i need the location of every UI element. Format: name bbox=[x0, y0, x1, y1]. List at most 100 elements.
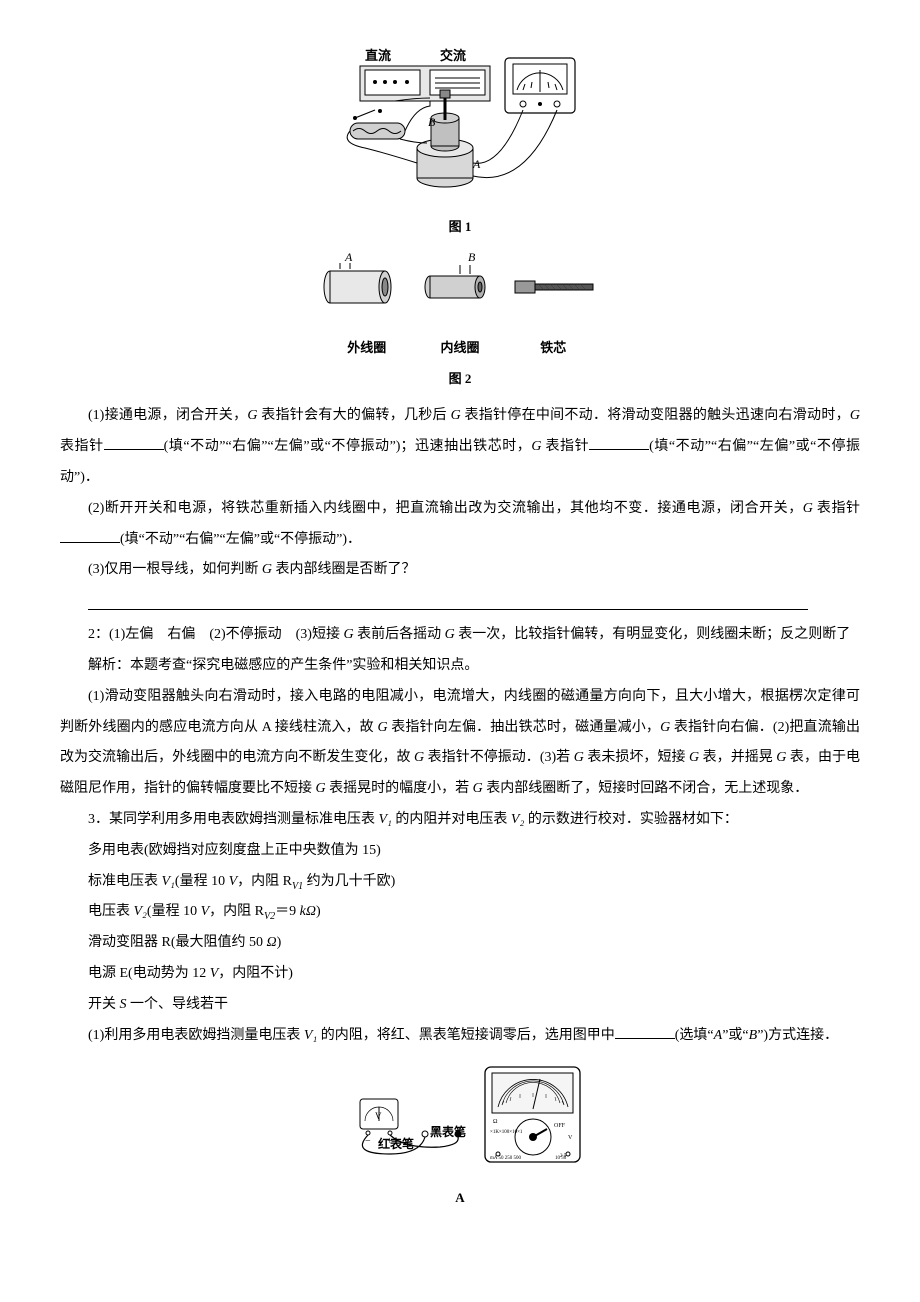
V-2: V bbox=[201, 904, 210, 919]
blank-2 bbox=[589, 436, 649, 450]
s1b: 的内阻，将红、黑表笔短接调零后，选用图甲中 bbox=[317, 1028, 615, 1043]
g1: G bbox=[247, 408, 257, 423]
g13: G bbox=[689, 750, 699, 765]
g7: G bbox=[343, 627, 353, 642]
figure-3: V − + bbox=[60, 1059, 860, 1212]
v1-2: V₁ bbox=[162, 874, 175, 889]
svg-text:B: B bbox=[468, 250, 476, 264]
q1-t1: (1)接通电源，闭合开关， bbox=[88, 408, 247, 423]
q3f-ib: 的内阻并对电压表 bbox=[392, 812, 511, 827]
fig2-label-outer: 外线圈 bbox=[322, 334, 412, 363]
g14: G bbox=[776, 750, 786, 765]
v1-3: V₁ bbox=[304, 1028, 317, 1043]
fig3-black: 黑表笔 bbox=[430, 1119, 466, 1145]
svg-text:V: V bbox=[568, 1135, 573, 1141]
fig1-label-ac: 交流 bbox=[440, 42, 466, 71]
figure-1: 直流 交流 bbox=[60, 48, 860, 241]
fig2-label-core: 铁芯 bbox=[508, 334, 598, 363]
ans2-b: 表前后各摇动 bbox=[354, 627, 445, 642]
g2: G bbox=[451, 408, 461, 423]
q3full-item2: 标准电压表 V₁(量程 10 V，内阻 RV1 约为几十千欧) bbox=[60, 867, 860, 898]
ex-1f: 表，并摇晃 bbox=[699, 750, 776, 765]
i2d: 约为几十千欧) bbox=[303, 874, 395, 889]
figure-2: A B 外线圈 内线圈 铁芯 图 2 bbox=[60, 249, 860, 393]
g16: G bbox=[473, 781, 483, 796]
s1e: ”)方式连接． bbox=[757, 1028, 838, 1043]
fig2-caption: 图 2 bbox=[60, 365, 860, 394]
ans2-para: 2：(1)左偏 右偏 (2)不停振动 (3)短接 G 表前后各摇动 G 表一次，… bbox=[60, 620, 860, 651]
q3full-item1: 多用电表(欧姆挡对应刻度盘上正中央数值为 15) bbox=[60, 836, 860, 867]
svg-text:OFF: OFF bbox=[554, 1123, 566, 1129]
svg-text:V: V bbox=[375, 1111, 382, 1121]
g3: G bbox=[850, 408, 860, 423]
blank-3 bbox=[60, 529, 120, 543]
fig3-svg: V − + bbox=[330, 1059, 590, 1169]
q3-t2: 表内部线圈是否断了？ bbox=[272, 562, 416, 577]
i2b: (量程 10 bbox=[175, 874, 229, 889]
v2-2: V₂ bbox=[134, 904, 147, 919]
blank-long bbox=[88, 596, 808, 610]
ex-1d: 表指针不停振动．(3)若 bbox=[424, 750, 574, 765]
svg-text:mA 50 250 500: mA 50 250 500 bbox=[490, 1156, 521, 1161]
q3full-item4: 滑动变阻器 R(最大阻值约 50 Ω) bbox=[60, 928, 860, 959]
blank-1 bbox=[104, 436, 164, 450]
q1-t3: 表指针停在中间不动．将滑动变阻器的触头迅速向右滑动时， bbox=[461, 408, 850, 423]
s1c: (选填“ bbox=[675, 1028, 714, 1043]
i5b: ，内阻不计) bbox=[218, 966, 293, 981]
q3full-item5: 电源 E(电动势为 12 V，内阻不计) bbox=[60, 959, 860, 990]
q3full-intro: 3．某同学利用多用电表欧姆挡测量标准电压表 V₁ 的内阻并对电压表 V₂ 的示数… bbox=[60, 805, 860, 836]
blank-4 bbox=[615, 1025, 675, 1039]
q3-t1: (3)仅用一根导线，如何判断 bbox=[88, 562, 262, 577]
v2-1: V₂ bbox=[511, 812, 524, 827]
fig1-caption: 图 1 bbox=[60, 213, 860, 242]
ans2-c: 表一次，比较指针偏转，有明显变化，则线圈未断；反之则断了 bbox=[455, 627, 851, 642]
q2-t2: 表指针 bbox=[813, 501, 860, 516]
i3e: ) bbox=[316, 904, 321, 919]
svg-text:10 50: 10 50 bbox=[555, 1156, 567, 1161]
i2c: ，内阻 R bbox=[237, 874, 292, 889]
ex-1e: 表未损坏，短接 bbox=[584, 750, 689, 765]
svg-text:B: B bbox=[428, 115, 436, 129]
g10: G bbox=[660, 720, 670, 735]
i3d: ＝9 bbox=[275, 904, 300, 919]
fig3-label-a: A bbox=[60, 1184, 860, 1213]
q1-t2: 表指针会有大的偏转，几秒后 bbox=[257, 408, 450, 423]
g15: G bbox=[316, 781, 326, 796]
rv2: V2 bbox=[264, 911, 275, 922]
svg-text:Ω: Ω bbox=[493, 1119, 498, 1125]
kohm-1: kΩ bbox=[300, 904, 316, 919]
s1d: ”或“ bbox=[722, 1028, 748, 1043]
q3full-sub1: (1)利用多用电表欧姆挡测量电压表 V₁ 的内阻，将红、黑表笔短接调零后，选用图… bbox=[60, 1021, 860, 1052]
q1-t5: (填“不动”“右偏”“左偏”或“不停振动”)；迅速抽出铁芯时， bbox=[164, 439, 532, 454]
explain-head: 解析：本题考查“探究电磁感应的产生条件”实验和相关知识点。 bbox=[60, 651, 860, 682]
fig3-red: 红表笔 bbox=[378, 1131, 414, 1157]
q3full-item3: 电压表 V₂(量程 10 V，内阻 RV2＝9 kΩ) bbox=[60, 897, 860, 928]
i5a: 电源 E(电动势为 12 bbox=[88, 966, 210, 981]
g9: G bbox=[377, 720, 387, 735]
q2-para: (2)断开开关和电源，将铁芯重新插入内线圈中，把直流输出改为交流输出，其他均不变… bbox=[60, 494, 860, 556]
A-1: A bbox=[714, 1028, 723, 1043]
B-1: B bbox=[749, 1028, 758, 1043]
i6b: 一个、导线若干 bbox=[127, 997, 229, 1012]
i3a: 电压表 bbox=[88, 904, 134, 919]
fig2-svg: A B bbox=[310, 249, 610, 319]
ohm-1: Ω bbox=[267, 935, 277, 950]
q3f-ic: 的示数进行校对．实验器材如下： bbox=[524, 812, 738, 827]
s1a: (1)利用多用电表欧姆挡测量电压表 bbox=[88, 1028, 304, 1043]
rv1: V1 bbox=[292, 880, 303, 891]
q3full-item6: 开关 S 一个、导线若干 bbox=[60, 990, 860, 1021]
g12: G bbox=[574, 750, 584, 765]
q2-t1: (2)断开开关和电源，将铁芯重新插入内线圈中，把直流输出改为交流输出，其他均不变… bbox=[88, 501, 803, 516]
g6: G bbox=[262, 562, 272, 577]
g4: G bbox=[531, 439, 541, 454]
q1-para: (1)接通电源，闭合开关，G 表指针会有大的偏转，几秒后 G 表指针停在中间不动… bbox=[60, 401, 860, 493]
q1-t6: 表指针 bbox=[541, 439, 589, 454]
fig2-label-inner: 内线圈 bbox=[415, 334, 505, 363]
g11: G bbox=[414, 750, 424, 765]
q1-t4: 表指针 bbox=[60, 439, 104, 454]
q3f-ia: 3．某同学利用多用电表欧姆挡测量标准电压表 bbox=[88, 812, 379, 827]
i3c: ，内阻 R bbox=[209, 904, 264, 919]
explain-body: (1)滑动变阻器触头向右滑动时，接入电路的电阻减小，电流增大，内线圈的磁通量方向… bbox=[60, 682, 860, 805]
i2a: 标准电压表 bbox=[88, 874, 162, 889]
S-1: S bbox=[120, 997, 127, 1012]
